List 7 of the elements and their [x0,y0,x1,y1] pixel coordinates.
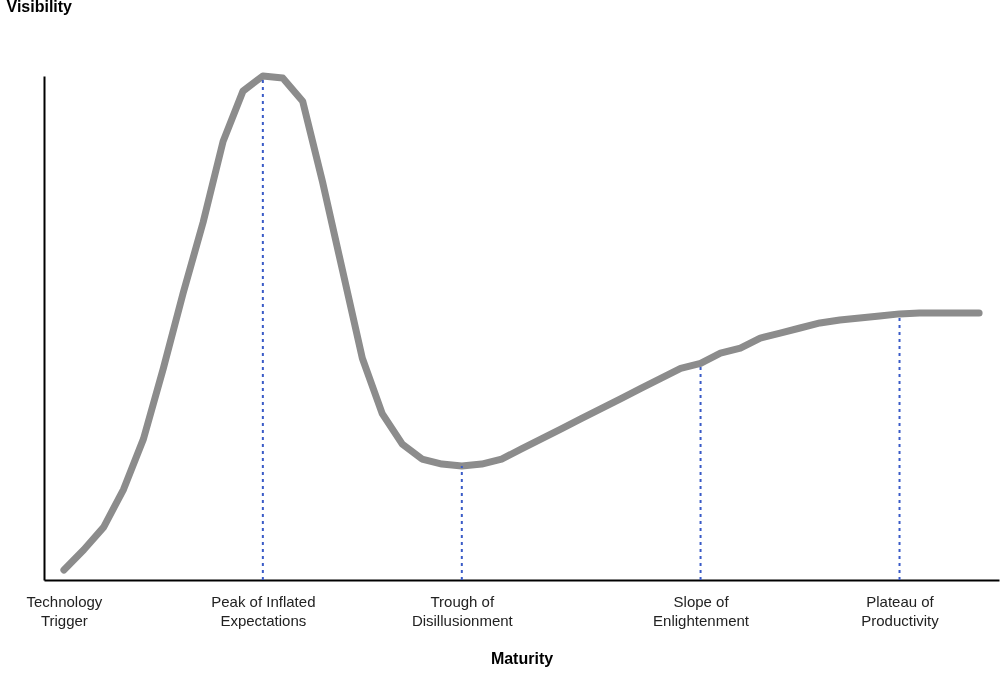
x-tick-label: Technology Trigger [26,592,103,629]
x-tick-label: Trough of Disillusionment [411,592,514,629]
x-tick-label: Plateau of Productivity [861,592,940,629]
x-axis-title: Maturity [490,649,554,667]
x-tick-label: Peak of Inflated Expectations [211,592,316,629]
x-tick-label: Slope of Enlightenment [653,592,750,629]
y-axis-title: Visibility [6,0,73,15]
